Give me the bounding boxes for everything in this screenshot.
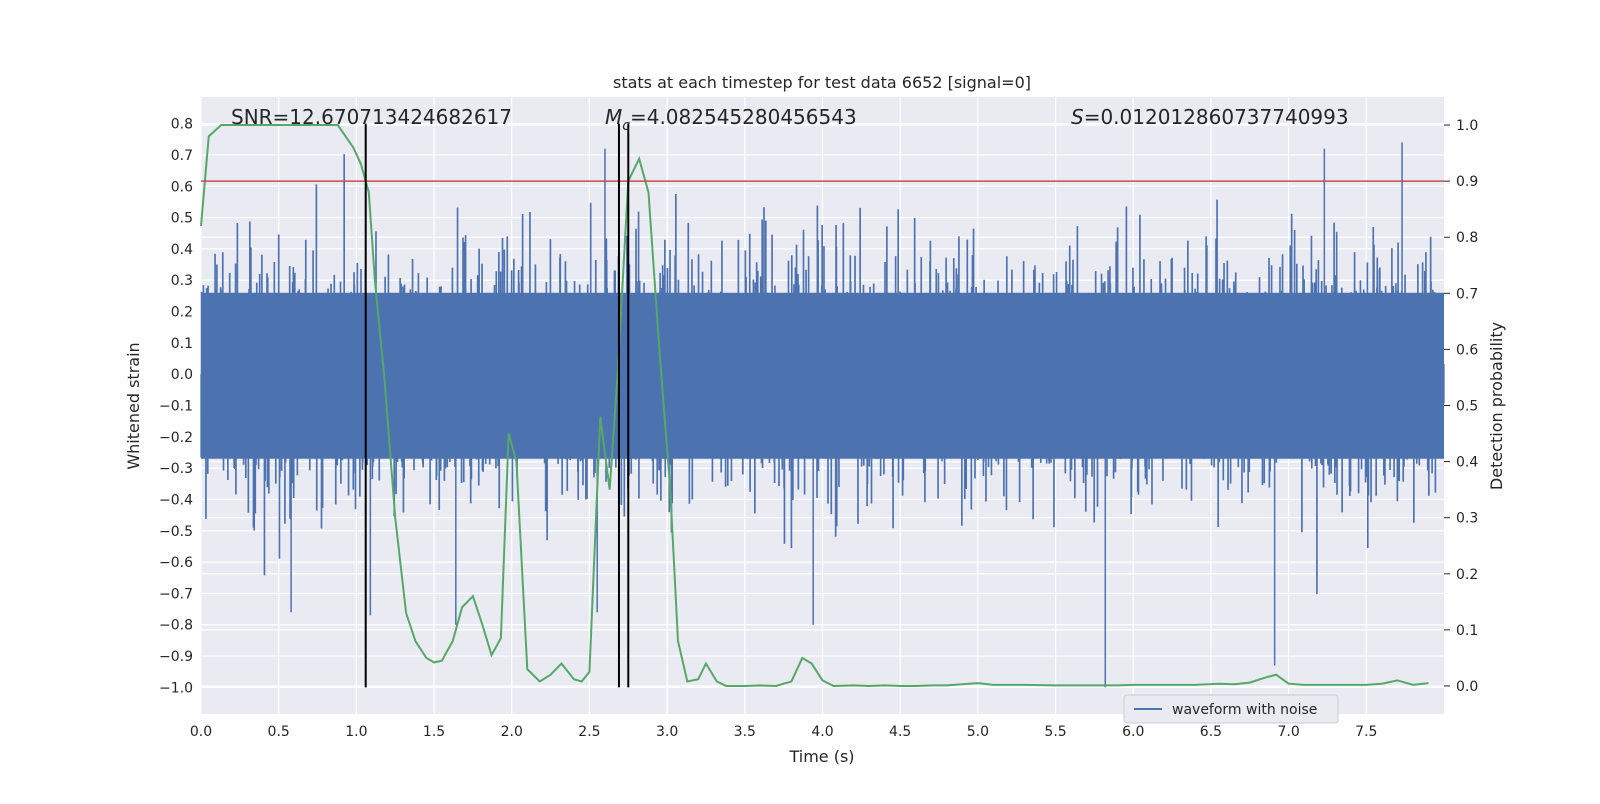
y-right-tick-label: 0.1 [1456,623,1478,639]
x-tick-label: 7.0 [1277,724,1299,740]
y-left-tick-label: 0.0 [171,367,193,383]
y-right-tick-label: 0.3 [1456,511,1478,527]
y-left-tick-label: −0.9 [159,649,193,665]
detection-probability-line [200,124,1429,687]
y-right-tick-label: 0.8 [1456,230,1478,246]
y-left-tick-label: 0.3 [171,273,193,289]
y-left-tick-label: −0.8 [159,618,193,634]
y-right-tick-label: 0.5 [1456,399,1478,415]
x-tick-label: 7.5 [1355,724,1377,740]
y-left-tick-label: 0.8 [171,117,193,133]
y-left-tick-label: −0.7 [159,586,193,602]
x-tick-label: 3.5 [734,724,756,740]
x-axis-label: Time (s) [788,747,854,766]
y-left-tick-label: 0.1 [171,336,193,352]
legend: waveform with noise [1123,694,1339,724]
x-tick-label: 0.5 [268,724,290,740]
x-tick-label: 1.0 [345,724,367,740]
y-left-tick-label: 0.6 [171,179,193,195]
y-right-tick-label: 0.9 [1456,174,1478,190]
y-left-tick-label: −0.1 [159,399,193,415]
chirp-mass-annotation: Mc=4.082545280456543 [605,105,857,134]
legend-label: waveform with noise [1172,702,1317,718]
chart-title: stats at each timestep for test data 665… [613,73,1031,92]
y-left-tick-label: −0.2 [159,430,193,446]
x-tick-label: 2.0 [501,724,523,740]
y-left-tick-label: 0.4 [171,242,193,258]
x-tick-label: 5.0 [967,724,989,740]
y-right-tick-label: 1.0 [1456,118,1478,134]
y-right-axis-label: Detection probability [1487,322,1506,490]
y-left-tick-label: −0.4 [159,492,193,508]
y-left-tick-label: 0.5 [171,211,193,227]
s-annotation: S=0.012012860737740993 [1071,105,1349,129]
y-left-tick-label: −0.5 [159,524,193,540]
y-left-tick-label: 0.2 [171,305,193,321]
x-tick-label: 1.5 [423,724,445,740]
x-tick-label: 2.5 [578,724,600,740]
x-tick-label: 5.5 [1044,724,1066,740]
x-tick-label: 3.0 [656,724,678,740]
x-tick-label: 4.0 [811,724,833,740]
y-left-tick-label: −0.3 [159,461,193,477]
y-left-tick-labels: 0.8 0.7 0.6 0.5 0.4 0.3 0.2 0.1 0.0 −0.1 −0.2 −0.3 −… [159,117,193,697]
overlay-lines [201,123,1444,688]
x-tick-label: 6.5 [1200,724,1222,740]
y-right-tick-label: 0.0 [1456,679,1478,695]
y-right-tick-label: 0.2 [1456,567,1478,583]
y-right-tick-label: 0.7 [1456,286,1478,302]
y-left-axis-label: Whitened strain [124,342,143,469]
y-left-tick-label: −0.6 [159,555,193,571]
y-left-tick-label: −1.0 [159,680,193,696]
y-right-tick-label: 0.4 [1456,455,1478,471]
legend-box [1123,694,1339,724]
x-tick-label: 6.0 [1122,724,1144,740]
x-tick-label: 0.0 [190,724,212,740]
snr-annotation: SNR=12.670713424682617 [231,105,512,129]
waveform-series [200,142,1445,688]
detection-probability-series [200,124,1429,687]
waveform-dense-band [201,292,1444,459]
y-right-tick-labels: 1.0 0.9 0.8 0.7 0.6 0.5 0.4 0.3 0.2 0.1 0.0 [1444,118,1478,695]
y-right-tick-label: 0.6 [1456,342,1478,358]
x-tick-label: 4.5 [889,724,911,740]
y-left-tick-label: 0.7 [171,148,193,164]
x-tick-labels: 0.0 0.5 1.0 1.5 2.0 2.5 3.0 3.5 4.0 4.5 5.0 5.5 6.0 6… [190,724,1378,740]
